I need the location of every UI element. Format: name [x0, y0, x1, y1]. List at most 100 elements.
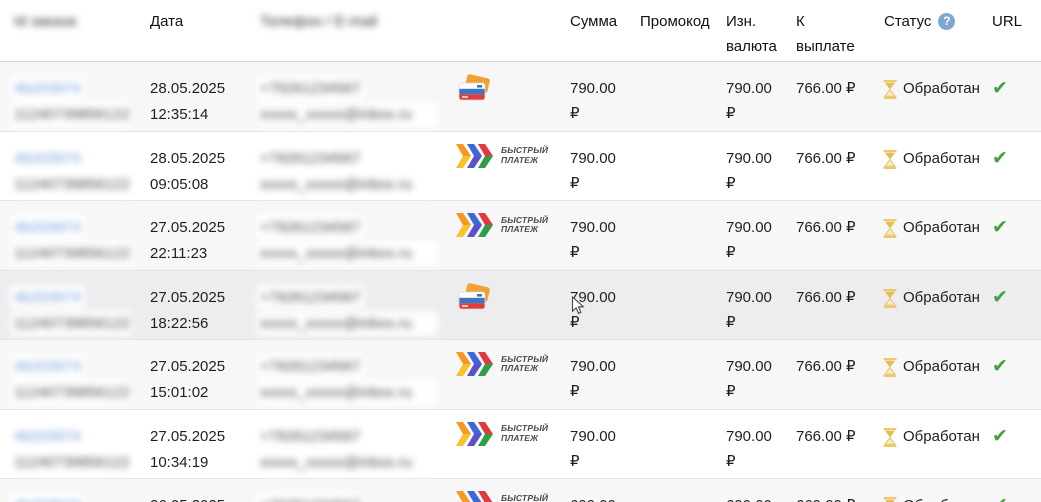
col-header-contact: Телефон / E-mail: [246, 0, 446, 61]
order-id-link[interactable]: 4b203974: [10, 493, 85, 502]
sbp-logo: БЫСТРЫЙ ПЛАТЕЖ: [456, 143, 552, 168]
col-header-status-label: Статус: [884, 13, 932, 30]
order-id-cell: 4b203974 11240739856122: [0, 271, 140, 340]
phone-blurred: +79261234567: [256, 493, 365, 502]
sbp-chevrons-icon: [456, 421, 493, 446]
status-label: Обработан: [903, 493, 980, 502]
email-blurred: xxxxx_xxxxx@inbox.ru: [256, 380, 438, 405]
url-check-icon[interactable]: ✔: [992, 356, 1008, 377]
order-meta-blurred: 11240739856122: [10, 380, 132, 405]
date-value: 27.05.2025: [150, 219, 226, 236]
sbp-logo-text: БЫСТРЫЙ ПЛАТЕЖ: [501, 423, 549, 443]
phone-blurred: +79261234567: [256, 284, 365, 310]
col-header-payout: К выплате: [796, 13, 855, 55]
hourglass-icon: [883, 497, 897, 502]
phone-blurred: +79261234567: [256, 76, 365, 101]
email-blurred: xxxxx_xxxxx@inbox.ru: [256, 310, 438, 336]
order-id-link[interactable]: 4b203974: [10, 354, 85, 379]
url-cell: ✔: [982, 410, 1041, 479]
status-cell: Обработан: [874, 201, 982, 270]
col-header-order-id-label: Id заказа: [10, 9, 81, 34]
order-meta-blurred: 11240739856122: [10, 449, 132, 475]
date-value: 27.05.2025: [150, 358, 226, 375]
order-meta-blurred: 11240739856122: [10, 241, 132, 266]
table-row: 4b203974 11240739856122 28.05.2025 09:05…: [0, 131, 1041, 201]
url-check-icon[interactable]: ✔: [992, 78, 1008, 99]
bank-card-icon: [456, 74, 492, 108]
status-label: Обработан: [903, 358, 980, 375]
sbp-chevrons-icon: [456, 352, 493, 376]
email-blurred: xxxxx_xxxxx@inbox.ru: [256, 171, 438, 197]
contact-cell: +79261234567 xxxxx_xxxxx@inbox.ru: [246, 479, 446, 502]
phone-blurred: +79261234567: [256, 145, 365, 171]
email-blurred: xxxxx_xxxxx@inbox.ru: [256, 102, 438, 127]
promo-cell: [630, 201, 716, 270]
promo-cell: [630, 479, 716, 502]
sbp-logo: БЫСТРЫЙ ПЛАТЕЖ: [456, 213, 552, 237]
payout-cell: 766.00 ₽: [796, 80, 856, 97]
orig-currency-cell: 790.00 ₽: [726, 149, 772, 192]
col-header-promo: Промокод: [640, 13, 710, 30]
order-id-link[interactable]: 4b203974: [10, 284, 85, 310]
payment-method-cell: БЫСТРЫЙ ПЛАТЕЖ: [446, 271, 560, 340]
date-value: 27.05.2025: [150, 288, 226, 306]
payout-cell: 766.00 ₽: [796, 358, 856, 375]
order-meta-blurred: 11240739856122: [10, 171, 132, 197]
payout-cell: 766.00 ₽: [796, 149, 856, 167]
date-value: 27.05.2025: [150, 427, 226, 445]
url-check-icon[interactable]: ✔: [992, 425, 1008, 447]
date-value: 28.05.2025: [150, 80, 226, 97]
order-id-link[interactable]: 4b203974: [10, 76, 85, 101]
url-cell: ✔: [982, 132, 1041, 201]
hourglass-icon: [883, 288, 897, 308]
order-id-cell: 4b203974 11240739856122: [0, 479, 140, 502]
order-id-link[interactable]: 4b203974: [10, 215, 85, 240]
phone-blurred: +79261234567: [256, 354, 365, 379]
time-value: 10:34:19: [150, 453, 209, 471]
promo-cell: [630, 410, 716, 479]
col-header-url: URL: [992, 13, 1023, 30]
amount-cell: 790.00 ₽: [570, 80, 616, 122]
url-check-icon[interactable]: ✔: [992, 495, 1008, 502]
order-id-cell: 4b203974 11240739856122: [0, 201, 140, 270]
table-row: 4b203974 11240739856122 26.05.2025 +7926…: [0, 479, 1041, 502]
url-check-icon[interactable]: ✔: [992, 217, 1008, 238]
table-body: 4b203974 11240739856122 28.05.2025 12:35…: [0, 62, 1041, 502]
order-id-link[interactable]: 4b203974: [10, 423, 85, 449]
status-label: Обработан: [903, 427, 980, 445]
col-header-status: Статус ?: [874, 0, 982, 61]
email-blurred: xxxxx_xxxxx@inbox.ru: [256, 241, 438, 266]
url-check-icon[interactable]: ✔: [992, 286, 1008, 308]
hourglass-icon: [883, 80, 897, 99]
status-cell: Обработан: [874, 271, 982, 340]
contact-cell: +79261234567 xxxxx_xxxxx@inbox.ru: [246, 410, 446, 479]
col-header-method: [446, 0, 560, 61]
date-cell: 27.05.2025 22:11:23: [140, 201, 246, 270]
order-id-link[interactable]: 4b203974: [10, 145, 85, 171]
status-cell: Обработан: [874, 340, 982, 409]
status-label: Обработан: [903, 288, 980, 306]
url-cell: ✔: [982, 62, 1041, 131]
date-cell: 27.05.2025 18:22:56: [140, 271, 246, 340]
amount-cell: 790.00 ₽: [570, 427, 616, 470]
contact-cell: +79261234567 xxxxx_xxxxx@inbox.ru: [246, 271, 446, 340]
order-meta-blurred: 11240739856122: [10, 310, 132, 336]
payment-method-cell: БЫСТРЫЙ ПЛАТЕЖ: [446, 479, 560, 502]
status-help-icon[interactable]: ?: [938, 13, 956, 30]
contact-cell: +79261234567 xxxxx_xxxxx@inbox.ru: [246, 132, 446, 201]
col-header-contact-label: Телефон / E-mail: [256, 9, 382, 34]
url-check-icon[interactable]: ✔: [992, 147, 1008, 169]
date-cell: 28.05.2025 09:05:08: [140, 132, 246, 201]
payout-cell: 766.00 ₽: [796, 288, 856, 306]
table-row: 4b203974 11240739856122 27.05.2025 22:11…: [0, 201, 1041, 271]
date-cell: 26.05.2025: [140, 479, 246, 502]
time-value: 18:22:56: [150, 314, 209, 332]
status-label: Обработан: [903, 80, 980, 97]
amount-cell: 790.00 ₽: [570, 358, 616, 400]
sbp-chevrons-icon: [456, 213, 493, 237]
sbp-logo: БЫСТРЫЙ ПЛАТЕЖ: [456, 491, 552, 502]
date-value: 28.05.2025: [150, 149, 226, 167]
date-cell: 28.05.2025 12:35:14: [140, 62, 246, 131]
status-cell: Обработан: [874, 62, 982, 131]
sbp-logo-text: БЫСТРЫЙ ПЛАТЕЖ: [501, 492, 549, 502]
